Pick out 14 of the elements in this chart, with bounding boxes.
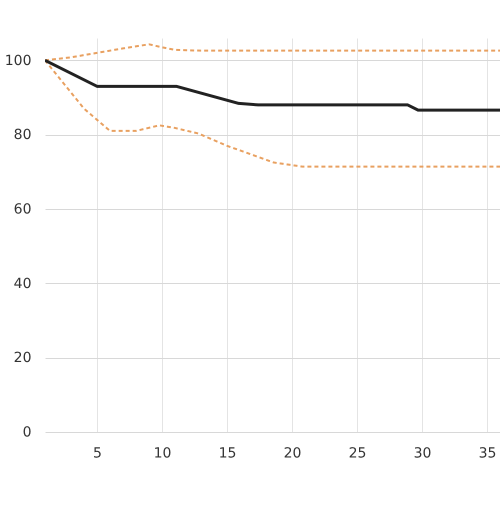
x-tick-label: 35 <box>478 446 496 462</box>
x-tick-label: 20 <box>284 446 302 462</box>
x-tick-label: 10 <box>154 446 172 462</box>
y-tick-label: 40 <box>14 276 32 292</box>
line-series <box>45 58 500 112</box>
x-tick-label: 25 <box>348 446 366 462</box>
y-tick-label: 60 <box>14 201 32 218</box>
x-tick-label: 15 <box>218 446 236 462</box>
x-tick-label: 5 <box>93 446 102 462</box>
x-tick-label: 30 <box>414 446 432 462</box>
y-tick-label: 80 <box>14 127 32 144</box>
y-tick-label: 20 <box>14 350 32 366</box>
y-tick-label: 0 <box>22 424 32 440</box>
y-tick-label: 100 <box>4 52 32 69</box>
